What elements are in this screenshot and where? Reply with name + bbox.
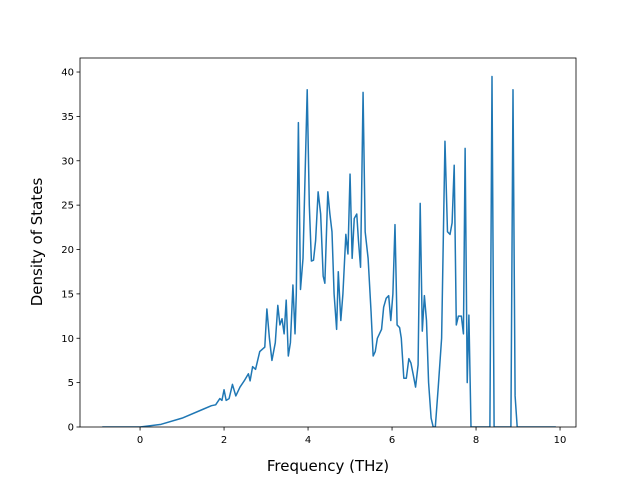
x-tick-label: 2	[221, 435, 227, 446]
y-tick-label: 15	[61, 289, 74, 300]
y-tick-label: 25	[61, 201, 74, 212]
y-tick-label: 5	[68, 378, 74, 389]
line	[102, 75, 556, 427]
x-tick-label: 4	[305, 435, 311, 446]
y-tick-label: 20	[61, 245, 74, 256]
plot-frame	[79, 57, 577, 428]
y-tick-label: 10	[61, 334, 74, 345]
x-axis-label: Frequency (THz)	[267, 457, 389, 475]
y-tick-label: 30	[61, 156, 74, 167]
y-axis-label: Density of States	[28, 178, 46, 307]
y-tick-label: 35	[61, 112, 74, 123]
x-tick-label: 8	[473, 435, 479, 446]
y-tick-label: 0	[68, 423, 74, 434]
x-tick-label: 10	[554, 435, 567, 446]
x-tick-label: 0	[137, 435, 143, 446]
y-tick-label: 40	[61, 68, 74, 79]
x-tick-label: 6	[389, 435, 395, 446]
